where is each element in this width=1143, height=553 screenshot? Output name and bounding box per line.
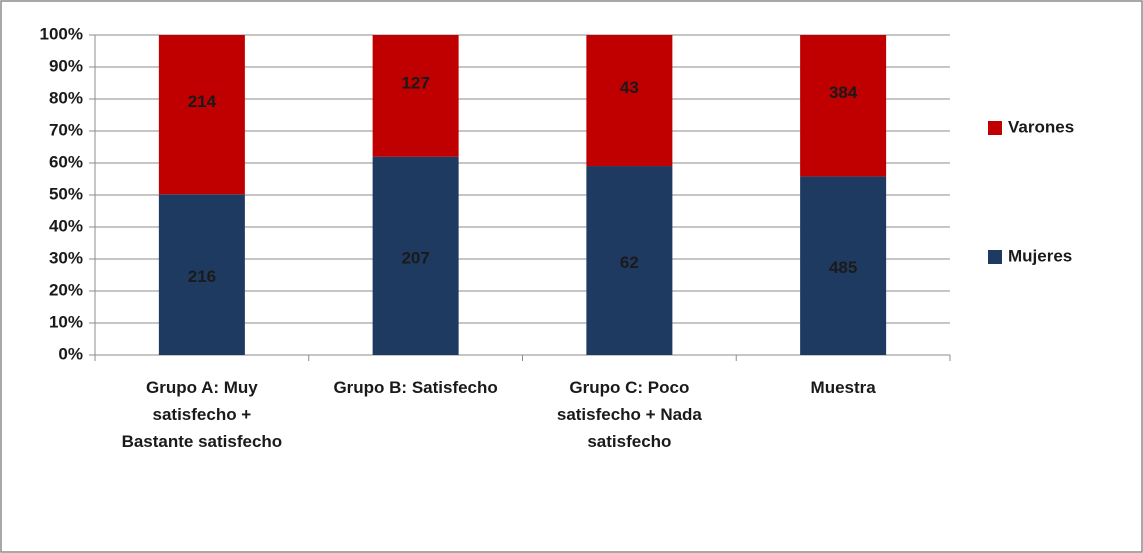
bar-segment [586,35,673,167]
legend-label: Varones [1008,117,1074,136]
data-label: 216 [188,267,216,286]
data-label: 207 [401,248,429,267]
y-tick-label: 10% [49,312,83,331]
bar-segment [158,35,245,195]
label-line: Grupo B: Satisfecho [333,378,497,397]
x-tick-label: Grupo B: Satisfecho [333,378,497,397]
data-label: 485 [829,258,857,277]
label-line: satisfecho [587,432,671,451]
bar-segment [372,35,459,157]
y-tick-label: 80% [49,88,83,107]
label-line: Bastante satisfecho [122,432,283,451]
label-line: Grupo C: Poco [569,378,689,397]
y-tick-label: 30% [49,248,83,267]
bar-segment [158,194,245,355]
y-tick-label: 50% [49,184,83,203]
x-tick-label: Grupo C: Poco satisfecho + Nada satisfecho [557,378,703,451]
bar-segment [372,156,459,355]
label-line: satisfecho + [153,405,252,424]
y-tick-label: 70% [49,120,83,139]
data-label: 384 [829,83,858,102]
bar-segment [800,35,887,177]
data-label: 43 [620,78,639,97]
bar-segment [800,176,887,355]
y-tick-label: 20% [49,280,83,299]
y-tick-label: 0% [58,344,83,363]
label-line: satisfecho + Nada [557,405,703,424]
label-line: Grupo A: Muy [146,378,258,397]
legend-swatch [988,250,1002,264]
x-tick-label: Grupo A: Muy satisfecho + Bastante satisfe… [122,378,283,451]
legend-label: Mujeres [1008,246,1072,265]
label-line: Muestra [811,378,877,397]
y-tick-label: 100% [40,24,83,43]
y-tick-label: 60% [49,152,83,171]
legend-swatch [988,121,1002,135]
data-label: 214 [188,92,217,111]
bar-segment [586,166,673,355]
data-label: 127 [401,73,429,92]
data-label: 62 [620,253,639,272]
y-tick-label: 40% [49,216,83,235]
x-tick-label: Muestra [811,378,877,397]
y-tick-label: 90% [49,56,83,75]
